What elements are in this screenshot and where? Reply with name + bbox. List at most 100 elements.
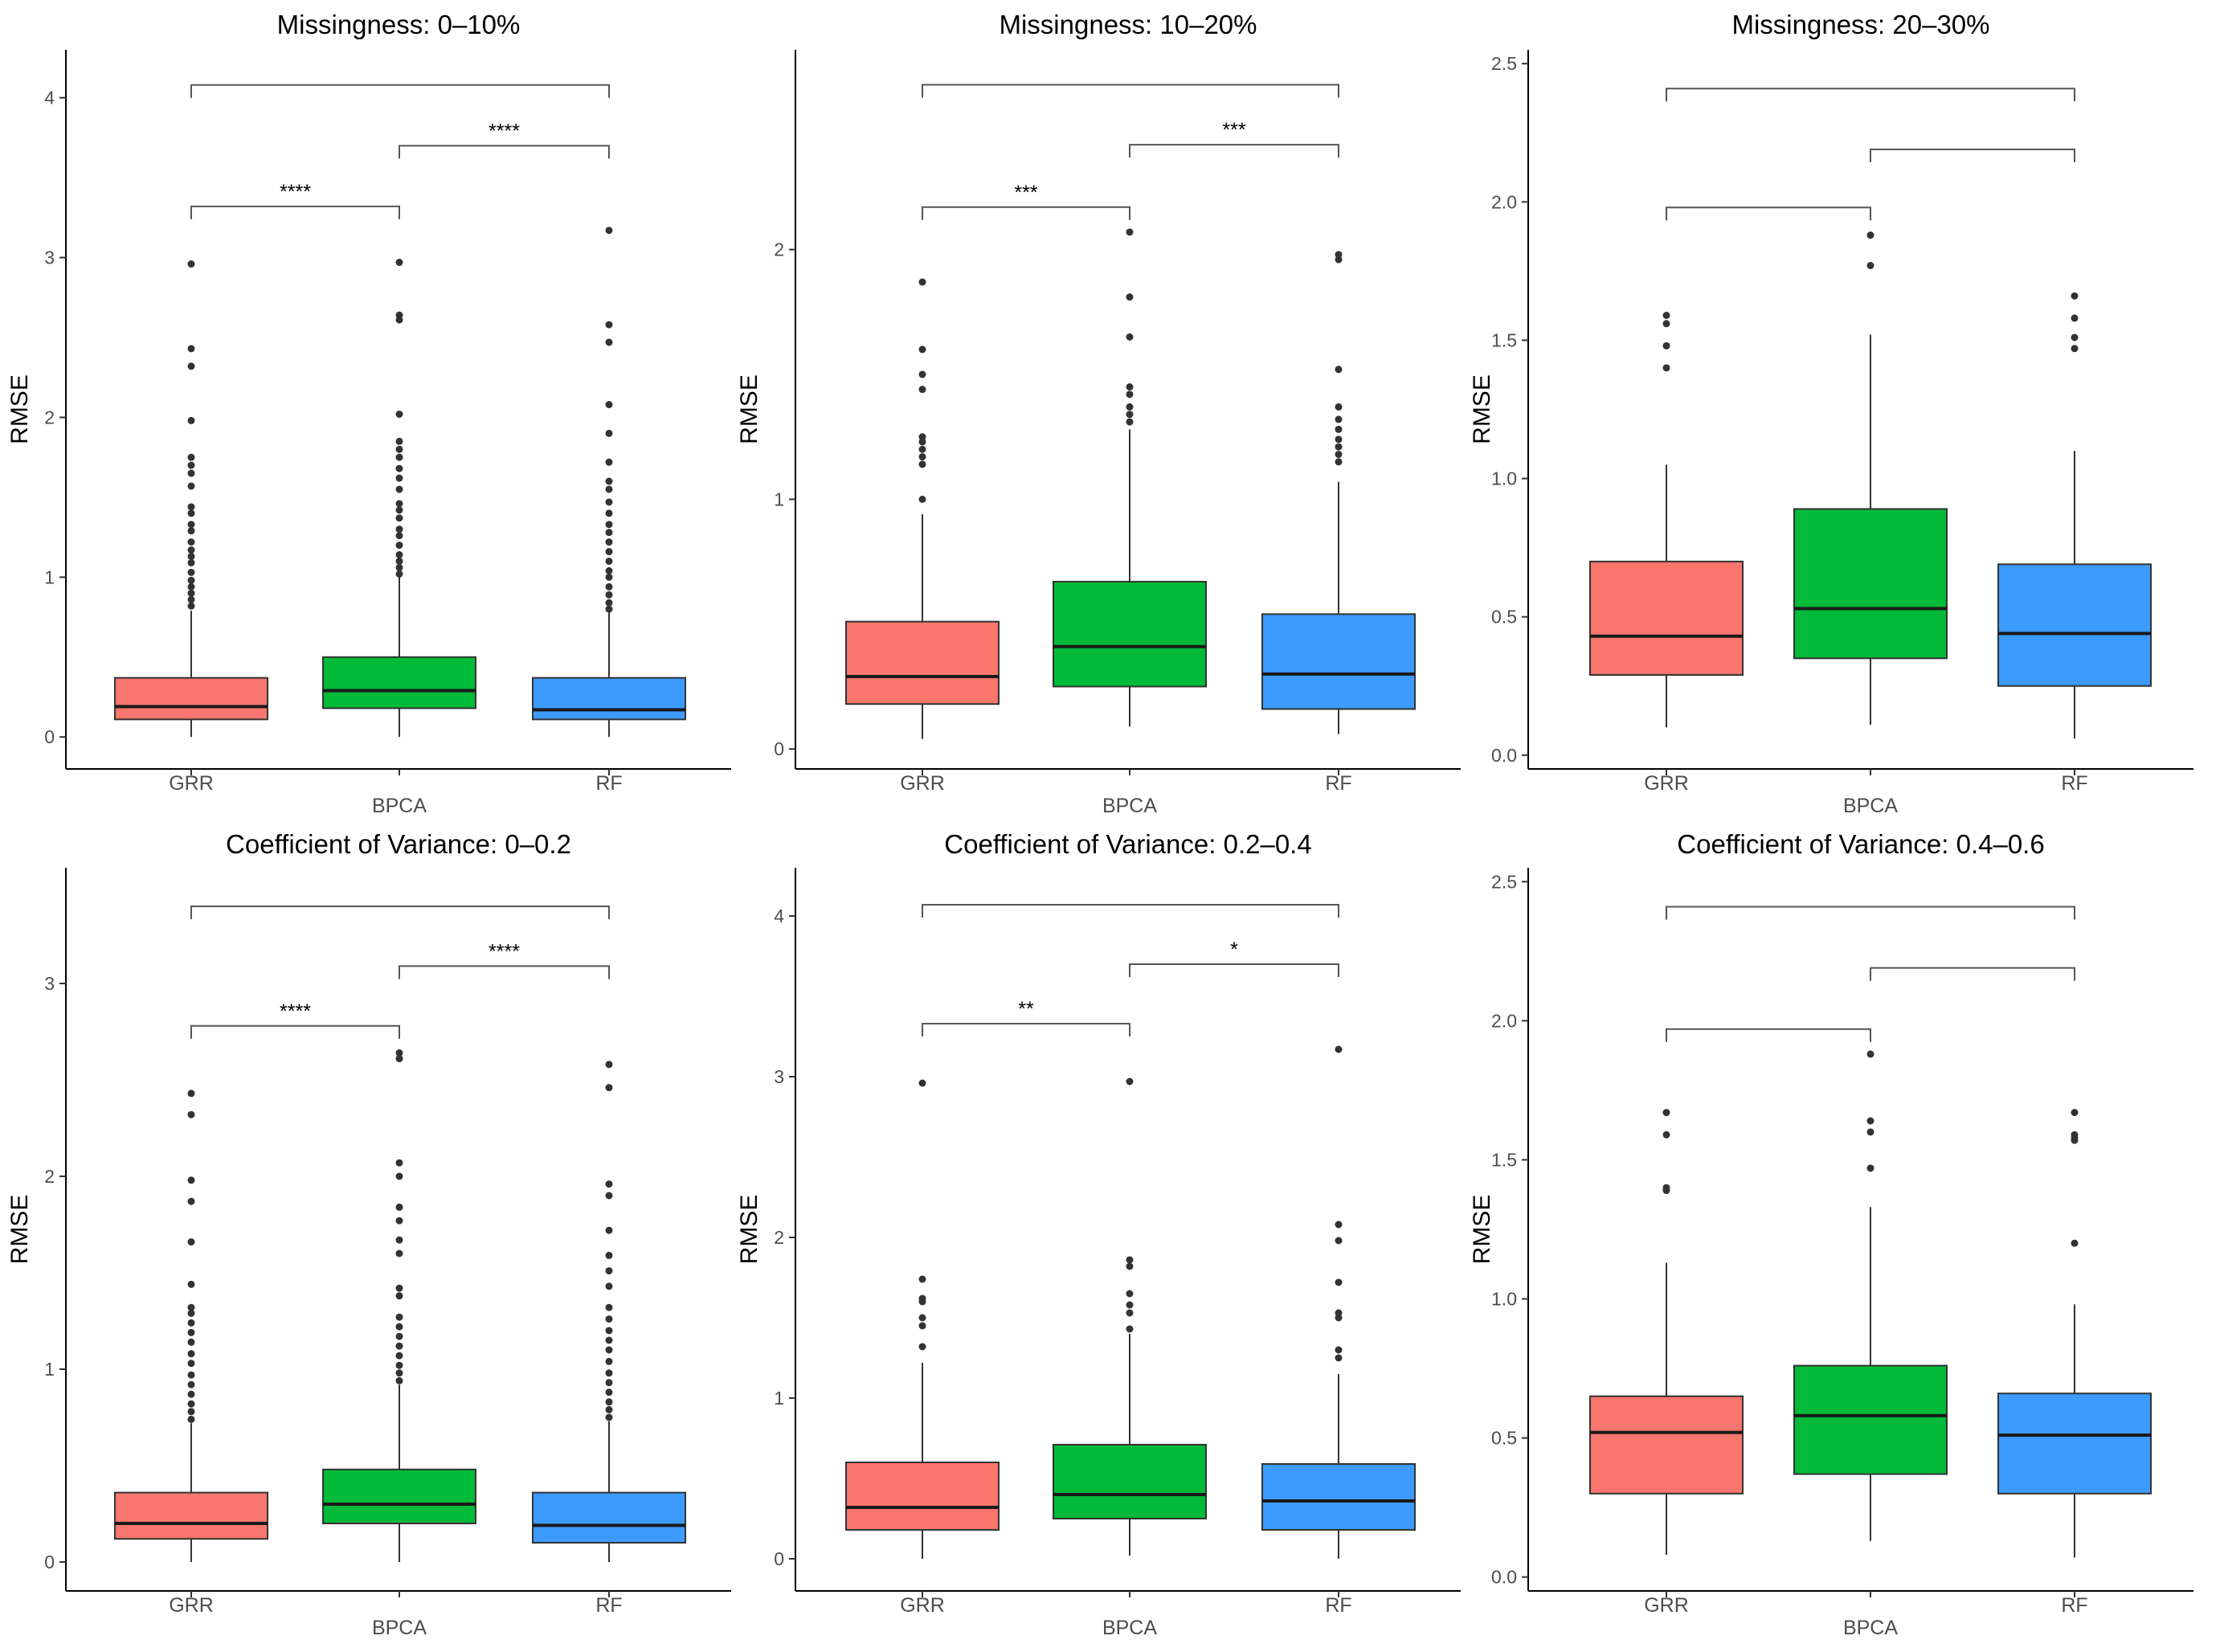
significance-label: **** — [489, 120, 520, 142]
outlier-point — [2071, 292, 2079, 300]
outlier-point — [605, 1226, 613, 1234]
outlier-point — [187, 1090, 195, 1098]
outlier-point — [918, 386, 926, 394]
x-tick-label-grr: GRR — [900, 1594, 945, 1617]
box-grr — [845, 278, 1000, 739]
outlier-point — [605, 458, 613, 466]
outlier-point — [605, 1413, 613, 1421]
outlier-point — [395, 1249, 403, 1257]
outlier-point — [395, 410, 403, 418]
outlier-point — [395, 1369, 403, 1377]
x-tick-label-grr: GRR — [169, 772, 214, 795]
outlier-point — [395, 1342, 403, 1350]
comparison-bracket — [1666, 206, 1871, 221]
outlier-point — [187, 1280, 195, 1288]
comparison-bracket — [922, 904, 1339, 918]
outlier-point — [1335, 458, 1343, 466]
outlier-point — [395, 1376, 403, 1384]
outlier-point — [2071, 314, 2079, 322]
x-tick-label-grr: GRR — [169, 1594, 214, 1617]
iqr-box — [1261, 1463, 1416, 1531]
outlier-point — [187, 1415, 195, 1423]
outlier-point — [395, 514, 403, 522]
outlier-point — [1335, 366, 1343, 374]
iqr-box — [1053, 580, 1207, 688]
outlier-point — [187, 527, 195, 535]
iqr-box — [322, 1468, 476, 1525]
panel-title: Coefficient of Variance: 0.4–0.6 — [1677, 829, 2044, 859]
outlier-point — [1335, 1309, 1343, 1317]
outlier-point — [1662, 341, 1670, 350]
x-tick-label-rf: RF — [1325, 1594, 1351, 1617]
outlier-point — [395, 500, 403, 508]
outlier-point — [1662, 1131, 1670, 1139]
outlier-point — [605, 401, 613, 409]
comparison-bracket — [1870, 967, 2075, 981]
outlier-point — [918, 1314, 926, 1322]
outlier-point — [1662, 364, 1670, 372]
box-grr — [1589, 1109, 1744, 1555]
outlier-point — [1335, 403, 1343, 411]
outlier-point — [395, 1217, 403, 1225]
x-tick-label-grr: GRR — [1644, 1594, 1689, 1617]
outlier-point — [1126, 1325, 1134, 1333]
box-bpca — [322, 259, 476, 738]
outlier-point — [605, 1282, 613, 1290]
outlier-point — [1662, 320, 1670, 328]
outlier-point — [1335, 415, 1343, 423]
iqr-box — [1793, 1364, 1948, 1475]
significance-label: *** — [1222, 119, 1245, 141]
outlier-point — [605, 521, 613, 529]
outlier-point — [2071, 1109, 2079, 1117]
y-tick-label: 3 — [44, 247, 55, 268]
outlier-point — [1126, 383, 1134, 391]
comparison-bracket — [922, 206, 1130, 220]
outlier-point — [605, 538, 613, 546]
significance-label: * — [1230, 938, 1238, 961]
comparison-bracket — [1666, 88, 2075, 102]
outlier-point — [395, 1203, 403, 1211]
panel-1: Missingness: 0–10% RMSE 0 1 2 3 4 GRR BPCA RF ****… — [6, 10, 731, 817]
outlier-point — [1866, 262, 1874, 269]
outlier-point — [605, 1303, 613, 1311]
panel-4: Coefficient of Variance: 0–0.2 RMSE 0 1 2 3 GR… — [6, 829, 731, 1639]
x-tick-label-grr: GRR — [1644, 772, 1689, 795]
box-rf — [1997, 1109, 2152, 1558]
outlier-point — [918, 1343, 926, 1351]
outlier-point — [918, 433, 926, 441]
box-bpca — [1053, 228, 1207, 727]
box-grr — [845, 1079, 1000, 1559]
y-tick-label: 0.0 — [1491, 745, 1517, 766]
outlier-point — [395, 311, 403, 319]
outlier-point — [395, 542, 403, 550]
y-tick-label: 1.5 — [1491, 1149, 1517, 1170]
outlier-point — [605, 1180, 613, 1188]
outlier-point — [395, 1159, 403, 1167]
significance-label: **** — [280, 1000, 311, 1023]
outlier-point — [1126, 1309, 1134, 1317]
outlier-point — [605, 1398, 613, 1406]
y-tick-label: 0.5 — [1491, 1428, 1517, 1449]
outlier-point — [1126, 411, 1134, 419]
y-tick-label: 3 — [774, 1066, 784, 1087]
outlier-point — [605, 557, 613, 565]
outlier-point — [605, 1251, 613, 1259]
outlier-point — [187, 1390, 195, 1398]
outlier-point — [1662, 1109, 1670, 1117]
outlier-point — [1335, 251, 1343, 259]
iqr-box — [1793, 508, 1948, 660]
outlier-point — [605, 321, 613, 329]
outlier-point — [187, 1350, 195, 1358]
x-tick-label-rf: RF — [595, 772, 622, 795]
outlier-point — [395, 525, 403, 534]
y-axis-label: RMSE — [6, 374, 33, 444]
x-tick-label-bpca: BPCA — [1843, 795, 1898, 817]
x-tick-label-bpca: BPCA — [372, 1617, 427, 1639]
outlier-point — [395, 506, 403, 514]
y-tick-label: 1.5 — [1491, 329, 1517, 350]
outlier-point — [395, 1172, 403, 1180]
outlier-point — [395, 1055, 403, 1063]
outlier-point — [187, 568, 195, 576]
